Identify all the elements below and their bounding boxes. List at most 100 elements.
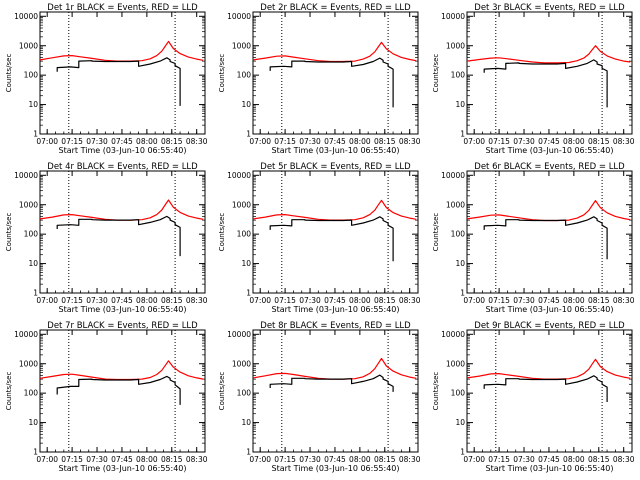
- plot-frame: [39, 329, 206, 453]
- series-line-events: [56, 375, 181, 405]
- y-axis-label: Counts/sec: [218, 213, 226, 252]
- x-tick-label: 08:30: [613, 296, 635, 305]
- panel-1: Det 1r BLACK = Events, RED = LLD 07:00 07:…: [5, 3, 208, 155]
- plot-frame: [39, 11, 206, 135]
- y-tick-label: 1000: [446, 200, 465, 209]
- y-tick-label: 10000: [14, 330, 38, 339]
- x-tick-label: 08:15: [588, 137, 610, 146]
- y-tick-label: 100: [451, 71, 466, 80]
- x-tick-label: 07:30: [86, 296, 108, 305]
- panel-title: Det 5r BLACK = Events, RED = LLD: [260, 162, 411, 172]
- plot-frame: [252, 11, 419, 135]
- series-line-events: [269, 216, 394, 262]
- panel-title: Det 1r BLACK = Events, RED = LLD: [47, 3, 198, 13]
- panel-title: Det 8r BLACK = Events, RED = LLD: [260, 321, 411, 331]
- plot-frame: [466, 170, 633, 294]
- x-tick-label: 08:30: [186, 296, 208, 305]
- x-tick-label: 08:15: [161, 137, 183, 146]
- x-tick-label: 07:30: [513, 455, 535, 464]
- x-tick-label: 08:00: [563, 455, 585, 464]
- x-tick-label: 07:15: [274, 296, 296, 305]
- series-line-events: [483, 375, 608, 402]
- x-tick-label: 08:30: [399, 455, 421, 464]
- x-axis-label: Start Time (03-Jun-10 06:55:40): [59, 305, 187, 314]
- x-tick-label: 07:00: [36, 137, 58, 146]
- y-tick-label: 1000: [19, 200, 38, 209]
- x-tick-label: 08:00: [136, 455, 158, 464]
- x-tick-label: 08:30: [186, 455, 208, 464]
- panel-8: Det 8r BLACK = Events, RED = LLD 07:00 07:…: [218, 321, 421, 473]
- series-line-events: [56, 215, 181, 257]
- series-line-lld: [252, 41, 417, 63]
- x-tick-label: 07:00: [463, 296, 485, 305]
- y-tick-label: 1: [246, 289, 251, 298]
- y-tick-label: 10000: [441, 171, 465, 180]
- y-axis-label: Counts/sec: [5, 54, 13, 93]
- x-tick-label: 07:15: [61, 455, 83, 464]
- y-tick-label: 10: [28, 100, 38, 109]
- y-tick-label: 1000: [19, 41, 38, 50]
- y-tick-label: 10: [28, 418, 38, 427]
- panel-title: Det 9r BLACK = Events, RED = LLD: [474, 321, 625, 331]
- y-tick-label: 10: [455, 259, 465, 268]
- y-tick-label: 10000: [227, 12, 251, 21]
- x-tick-label: 07:00: [36, 455, 58, 464]
- x-tick-label: 07:30: [299, 296, 321, 305]
- x-tick-label: 08:15: [161, 455, 183, 464]
- x-tick-label: 08:15: [161, 296, 183, 305]
- plot-frame: [252, 329, 419, 453]
- panel-title: Det 4r BLACK = Events, RED = LLD: [47, 162, 198, 172]
- y-tick-label: 100: [24, 230, 39, 239]
- y-axis-label: Counts/sec: [5, 213, 13, 252]
- x-tick-label: 07:45: [111, 137, 133, 146]
- panel-title: Det 3r BLACK = Events, RED = LLD: [474, 3, 625, 13]
- x-tick-label: 07:45: [324, 455, 346, 464]
- y-tick-label: 1000: [446, 359, 465, 368]
- x-tick-label: 08:15: [588, 296, 610, 305]
- x-tick-label: 07:45: [111, 455, 133, 464]
- series-line-events: [483, 59, 608, 108]
- x-tick-label: 08:00: [349, 455, 371, 464]
- x-tick-label: 07:15: [61, 296, 83, 305]
- y-tick-label: 10: [241, 418, 251, 427]
- series-line-lld: [39, 360, 204, 381]
- x-tick-label: 08:15: [374, 296, 396, 305]
- x-tick-label: 07:45: [538, 137, 560, 146]
- series-line-events: [269, 57, 394, 108]
- x-tick-label: 08:30: [186, 137, 208, 146]
- x-tick-label: 07:30: [513, 296, 535, 305]
- x-tick-label: 07:45: [111, 296, 133, 305]
- y-tick-label: 1: [460, 289, 465, 298]
- x-tick-label: 08:00: [136, 296, 158, 305]
- x-tick-label: 08:00: [563, 296, 585, 305]
- y-tick-label: 1: [246, 448, 251, 457]
- panel-title: Det 7r BLACK = Events, RED = LLD: [47, 321, 198, 331]
- y-tick-label: 10000: [227, 330, 251, 339]
- x-tick-label: 07:15: [488, 455, 510, 464]
- x-axis-label: Start Time (03-Jun-10 06:55:40): [486, 464, 614, 473]
- x-tick-label: 08:00: [563, 137, 585, 146]
- y-tick-label: 1000: [232, 200, 251, 209]
- x-tick-label: 07:00: [249, 137, 271, 146]
- y-tick-label: 100: [24, 71, 39, 80]
- x-axis-label: Start Time (03-Jun-10 06:55:40): [59, 146, 187, 155]
- x-tick-label: 07:00: [36, 296, 58, 305]
- y-tick-label: 10000: [441, 330, 465, 339]
- y-tick-label: 1: [33, 289, 38, 298]
- x-tick-label: 08:30: [399, 137, 421, 146]
- y-tick-label: 100: [24, 389, 39, 398]
- series-line-events: [269, 374, 394, 392]
- y-tick-label: 10: [241, 259, 251, 268]
- x-tick-label: 07:30: [299, 455, 321, 464]
- series-line-lld: [39, 199, 204, 221]
- series-line-events: [56, 57, 181, 106]
- x-tick-label: 08:15: [374, 455, 396, 464]
- x-tick-label: 08:30: [613, 137, 635, 146]
- x-tick-label: 07:00: [249, 455, 271, 464]
